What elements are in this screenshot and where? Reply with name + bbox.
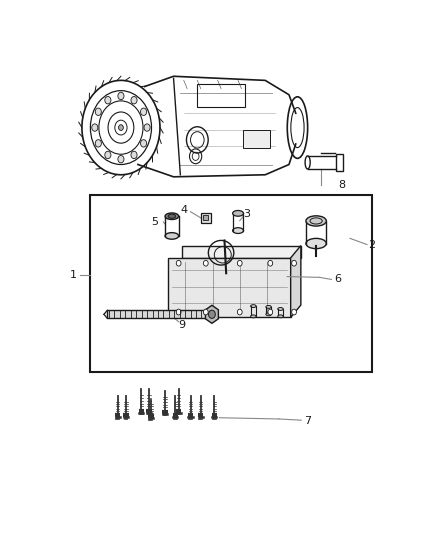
Circle shape — [92, 124, 98, 131]
Circle shape — [95, 140, 101, 147]
Text: 9: 9 — [178, 320, 186, 329]
Circle shape — [203, 309, 208, 315]
Ellipse shape — [266, 313, 271, 316]
Ellipse shape — [233, 228, 244, 233]
Circle shape — [141, 140, 147, 147]
Circle shape — [141, 108, 147, 116]
Bar — [243, 130, 270, 148]
Circle shape — [176, 260, 181, 266]
Ellipse shape — [306, 216, 326, 226]
Circle shape — [144, 124, 150, 131]
Bar — [90, 195, 372, 372]
Text: 3: 3 — [243, 209, 250, 219]
Text: 5: 5 — [152, 217, 159, 227]
Circle shape — [105, 151, 111, 159]
Bar — [203, 215, 208, 220]
Ellipse shape — [165, 213, 179, 220]
Bar — [107, 310, 209, 318]
Polygon shape — [291, 246, 301, 317]
Circle shape — [292, 260, 297, 266]
Polygon shape — [205, 305, 219, 324]
Ellipse shape — [278, 308, 283, 310]
Text: 6: 6 — [335, 274, 342, 285]
Bar — [169, 258, 291, 317]
Circle shape — [95, 108, 101, 116]
Circle shape — [118, 92, 124, 100]
Circle shape — [118, 156, 124, 163]
Ellipse shape — [266, 305, 271, 309]
Polygon shape — [182, 246, 301, 258]
Text: 7: 7 — [304, 416, 311, 426]
Circle shape — [119, 125, 124, 131]
Text: 8: 8 — [338, 180, 345, 190]
Text: 2: 2 — [368, 239, 376, 249]
Bar — [336, 154, 343, 171]
Ellipse shape — [165, 232, 179, 239]
Text: 4: 4 — [180, 205, 187, 215]
Ellipse shape — [251, 305, 256, 308]
Bar — [197, 84, 245, 107]
Circle shape — [176, 309, 181, 315]
Circle shape — [131, 96, 137, 104]
Circle shape — [203, 260, 208, 266]
Text: 1: 1 — [70, 270, 77, 280]
Circle shape — [105, 96, 111, 104]
Ellipse shape — [168, 214, 176, 219]
Circle shape — [268, 309, 273, 315]
Ellipse shape — [306, 238, 326, 248]
Circle shape — [292, 309, 297, 315]
Ellipse shape — [251, 315, 256, 318]
Circle shape — [268, 260, 273, 266]
Circle shape — [131, 151, 137, 159]
Circle shape — [237, 260, 242, 266]
Ellipse shape — [278, 315, 283, 318]
Circle shape — [237, 309, 242, 315]
Bar — [201, 213, 211, 223]
Circle shape — [208, 310, 215, 318]
Ellipse shape — [233, 211, 244, 216]
